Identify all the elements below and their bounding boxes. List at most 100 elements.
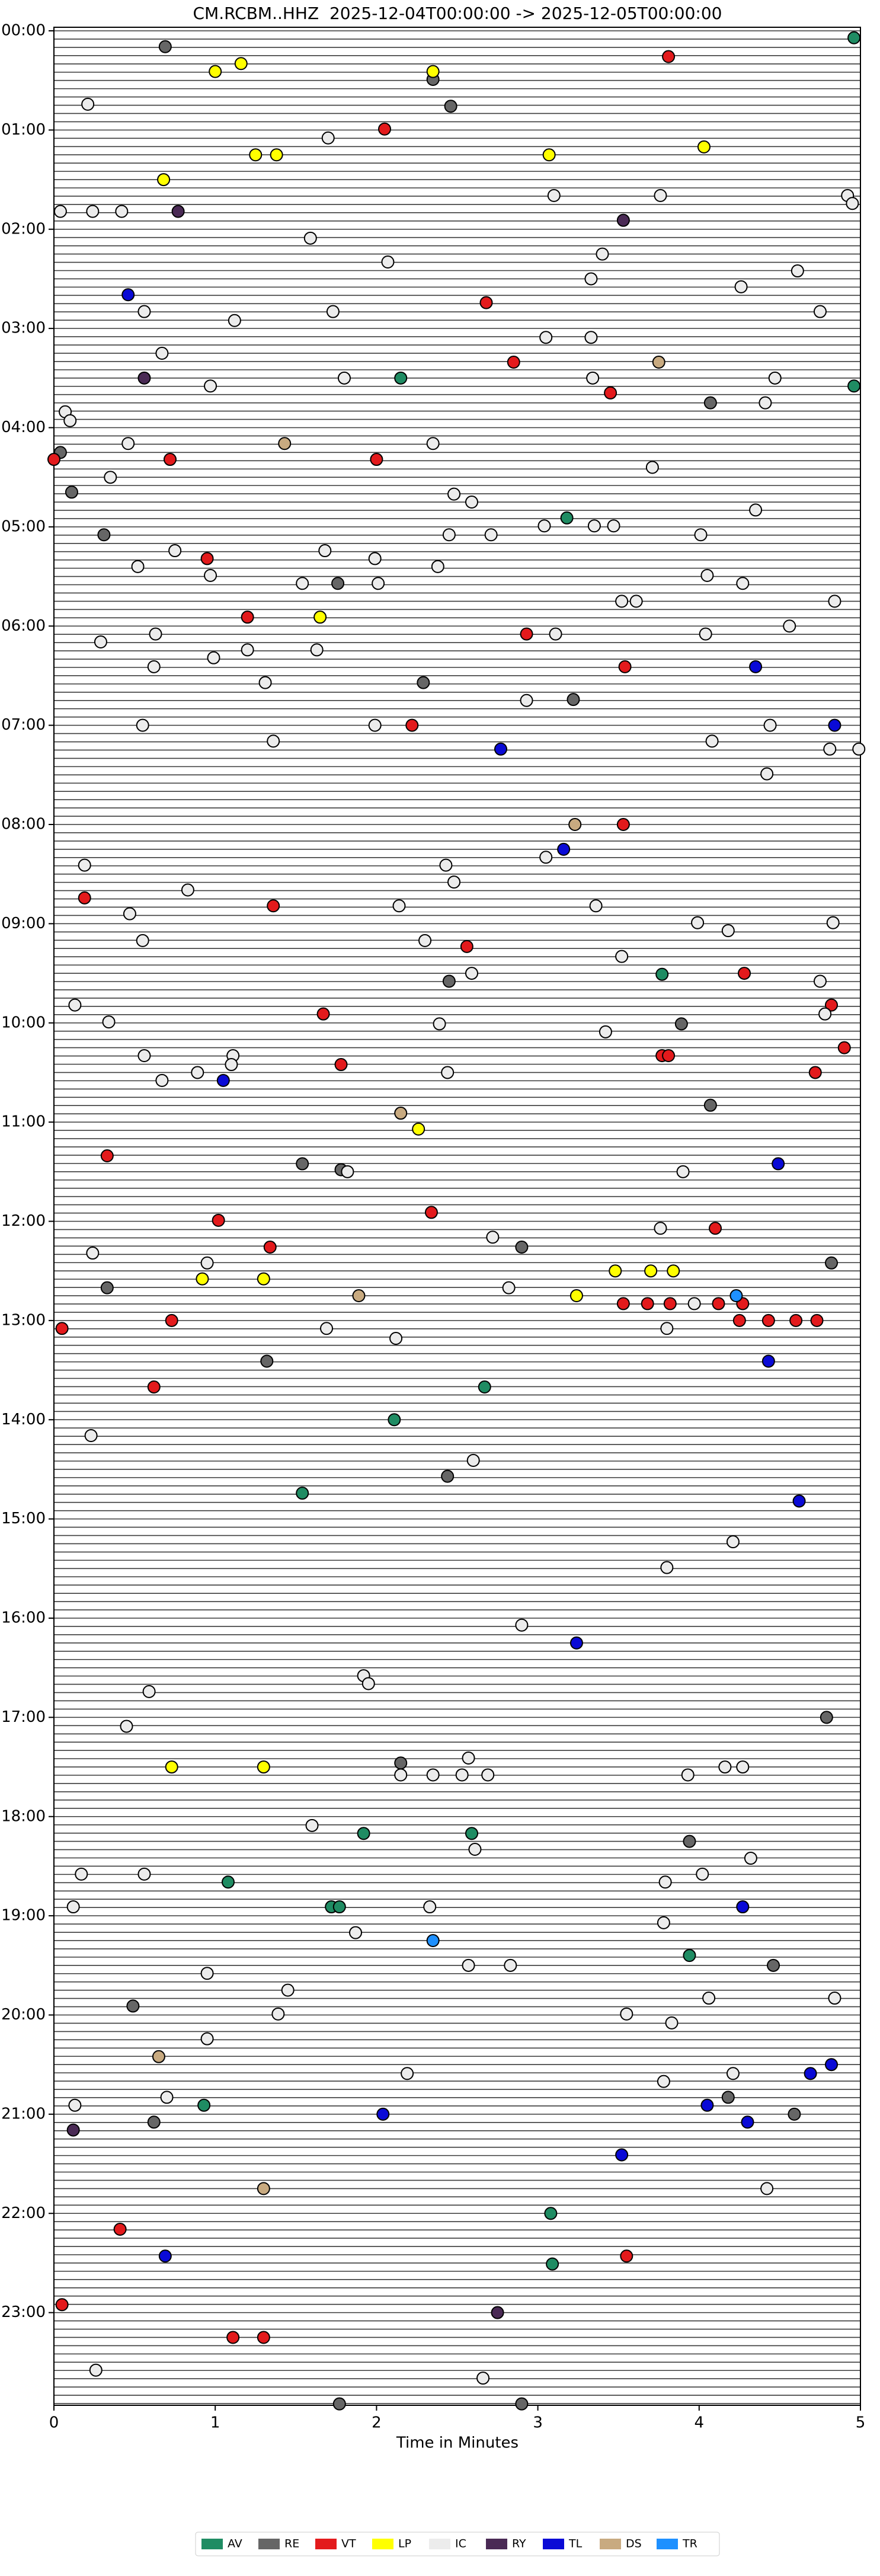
event-marker	[783, 619, 796, 633]
event-marker	[618, 660, 632, 673]
y-tick-label: 21:00	[1, 2105, 46, 2123]
legend-box	[195, 2532, 720, 2556]
event-marker	[86, 1247, 100, 1260]
y-tick-label: 22:00	[1, 2204, 46, 2222]
event-marker	[810, 1313, 824, 1327]
event-marker	[100, 1281, 114, 1295]
event-marker	[609, 1264, 622, 1278]
event-marker	[81, 97, 95, 111]
event-marker	[142, 1685, 156, 1698]
event-marker	[615, 950, 629, 963]
event-marker	[825, 2058, 839, 2072]
event-marker	[441, 1066, 455, 1079]
event-marker	[825, 1256, 839, 1270]
legend-label: RY	[512, 2537, 526, 2551]
event-marker	[792, 1494, 806, 1508]
event-marker	[586, 371, 600, 385]
event-marker	[652, 356, 665, 369]
event-marker	[697, 140, 711, 154]
legend-label: VT	[341, 2537, 356, 2551]
legend-swatch	[486, 2539, 507, 2549]
event-marker	[546, 2257, 559, 2271]
event-marker	[155, 346, 169, 360]
event-marker	[418, 934, 432, 947]
legend-swatch	[372, 2539, 393, 2549]
event-marker	[734, 280, 748, 293]
event-marker	[426, 1768, 440, 1782]
event-marker	[113, 2223, 127, 2236]
event-marker	[228, 314, 241, 327]
event-marker	[547, 188, 561, 202]
event-marker	[68, 998, 82, 1012]
event-marker	[847, 379, 861, 393]
event-marker	[738, 967, 751, 980]
event-marker	[147, 2115, 161, 2129]
event-marker	[515, 1618, 529, 1632]
event-marker	[209, 65, 222, 78]
x-tick-label: 2	[372, 2414, 382, 2432]
event-marker	[674, 1017, 688, 1031]
event-marker	[520, 693, 533, 707]
chart-title: CM.RCBM..HHZ 2025-12-04T00:00:00 -> 2025…	[193, 4, 722, 23]
event-marker	[417, 676, 430, 689]
event-marker	[732, 1313, 746, 1327]
event-marker	[381, 255, 395, 269]
event-marker	[676, 1165, 690, 1178]
event-marker	[767, 1958, 780, 1972]
event-marker	[361, 1677, 375, 1690]
event-marker	[654, 1222, 667, 1235]
event-marker	[683, 1834, 696, 1848]
event-marker	[204, 568, 217, 582]
event-marker	[584, 331, 598, 344]
event-marker	[662, 50, 676, 63]
event-marker	[663, 1297, 677, 1311]
event-marker	[204, 379, 217, 393]
event-marker	[763, 718, 777, 732]
event-marker	[149, 627, 162, 641]
series-tl	[121, 288, 841, 2263]
y-tick-label: 19:00	[1, 1907, 46, 1925]
event-marker	[221, 1875, 235, 1889]
y-tick-label: 18:00	[1, 1807, 46, 1825]
event-marker	[368, 718, 382, 732]
event-marker	[744, 1852, 757, 1865]
event-marker	[200, 1256, 214, 1270]
event-marker	[401, 2067, 414, 2080]
event-marker	[281, 1983, 295, 1997]
event-marker	[736, 1760, 750, 1774]
event-marker	[260, 1354, 274, 1368]
event-marker	[749, 660, 763, 673]
y-tick-label: 00:00	[1, 22, 46, 40]
event-marker	[462, 1751, 475, 1765]
event-marker	[466, 1453, 480, 1467]
event-marker	[788, 2107, 801, 2121]
event-marker	[267, 899, 280, 913]
event-marker	[486, 1231, 500, 1244]
event-marker	[826, 916, 840, 929]
event-marker	[370, 453, 383, 466]
event-marker	[376, 2107, 390, 2121]
event-marker	[368, 552, 382, 565]
event-marker	[665, 2016, 679, 2030]
event-marker	[89, 2363, 103, 2377]
legend-swatch	[315, 2539, 337, 2549]
event-marker	[392, 899, 406, 913]
event-marker	[641, 1297, 654, 1311]
event-marker	[615, 2148, 629, 2162]
event-marker	[760, 2182, 774, 2195]
event-marker	[569, 1289, 583, 1303]
series-ic	[53, 97, 866, 2385]
event-marker	[157, 173, 171, 187]
event-marker	[460, 939, 473, 953]
event-marker	[433, 1017, 446, 1031]
event-marker	[589, 899, 603, 913]
event-marker	[78, 891, 91, 905]
event-marker	[691, 916, 705, 929]
event-marker	[55, 1322, 69, 1335]
event-marker	[808, 1066, 822, 1079]
event-marker	[741, 2115, 754, 2129]
x-tick-label: 5	[856, 2414, 866, 2432]
y-tick-label: 12:00	[1, 1212, 46, 1230]
series-ry	[66, 204, 630, 2319]
event-marker	[846, 197, 859, 210]
